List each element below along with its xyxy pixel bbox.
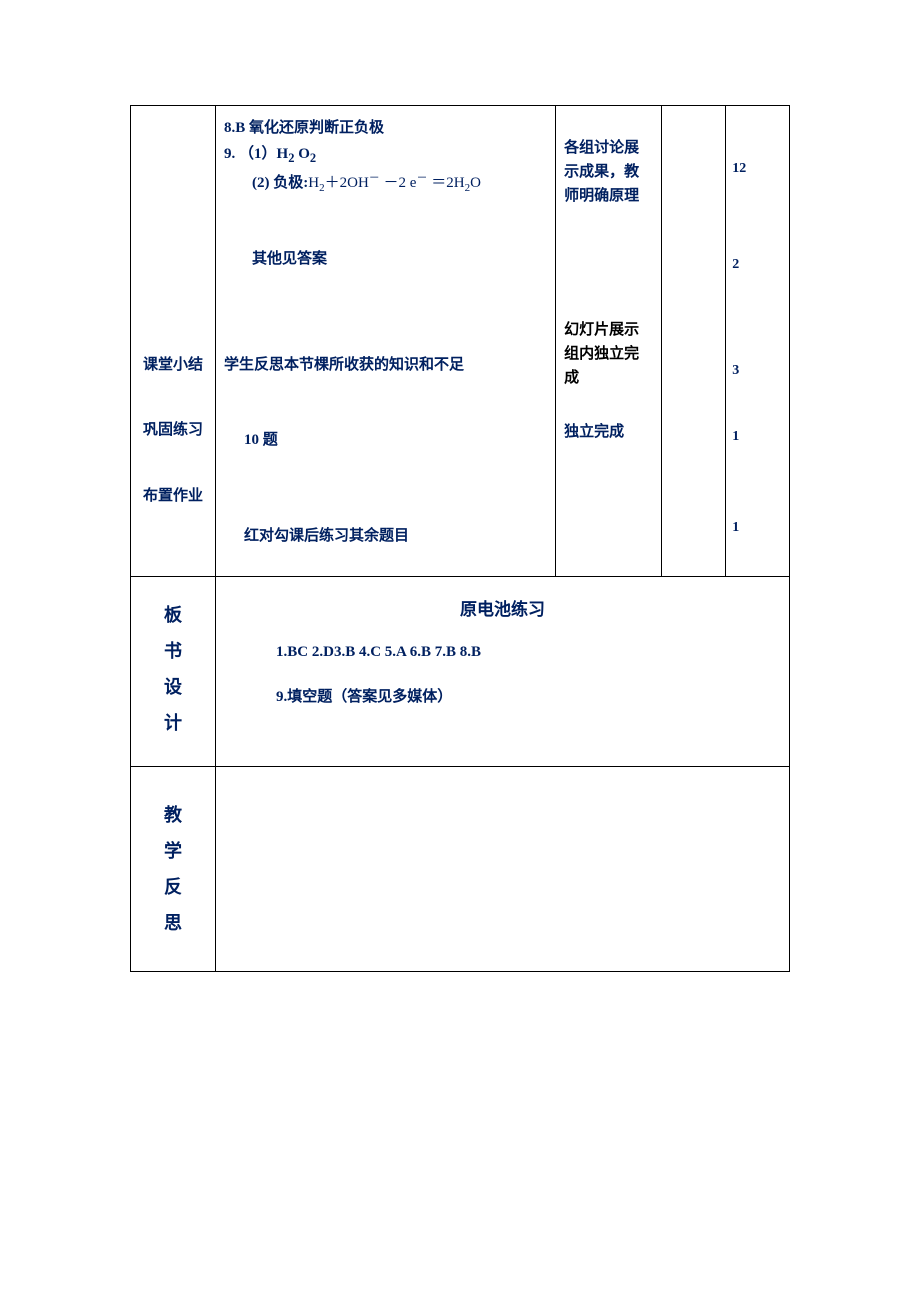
answer-9-1: 9. （1）H2 O2	[224, 142, 547, 169]
time-2: 2	[732, 257, 783, 273]
reflect-content-cell	[216, 767, 790, 972]
table-row: 课堂小结 巩固练习 布置作业 8.B 氧化还原判断正负极 9. （1）H2 O2…	[131, 106, 790, 577]
ten-questions: 10 题	[224, 428, 547, 454]
board-label: 板书设计	[131, 597, 215, 741]
table-row: 板书设计 原电池练习 1.BC 2.D3.B 4.C 5.A 6.B 7.B 8…	[131, 577, 790, 767]
student-reflect: 学生反思本节棵所收获的知识和不足	[224, 353, 547, 379]
reflect-label: 教学反思	[131, 797, 215, 941]
method-ingroup: 组内独立完成	[564, 342, 653, 390]
other-answers: 其他见答案	[224, 247, 547, 273]
section-labels-cell: 课堂小结 巩固练习 布置作业	[131, 106, 216, 577]
lesson-plan-table: 课堂小结 巩固练习 布置作业 8.B 氧化还原判断正负极 9. （1）H2 O2…	[130, 105, 790, 972]
time-12: 12	[732, 161, 783, 177]
method-alone: 独立完成	[564, 420, 653, 444]
answer-8b: 8.B 氧化还原判断正负极	[224, 116, 547, 142]
time-cell: 12 2 3 1 1	[726, 106, 790, 577]
lesson-plan-page: 课堂小结 巩固练习 布置作业 8.B 氧化还原判断正负极 9. （1）H2 O2…	[130, 105, 790, 972]
time-3: 3	[732, 363, 783, 379]
homework-text: 红对勾课后练习其余题目	[224, 524, 547, 550]
label-homework: 布置作业	[135, 486, 211, 507]
content-cell: 8.B 氧化还原判断正负极 9. （1）H2 O2 (2) 负极:H2＋2OH－…	[216, 106, 556, 577]
board-title: 原电池练习	[236, 595, 769, 620]
blank-cell	[662, 106, 726, 577]
board-answers: 1.BC 2.D3.B 4.C 5.A 6.B 7.B 8.B	[236, 644, 769, 661]
board-content-cell: 原电池练习 1.BC 2.D3.B 4.C 5.A 6.B 7.B 8.B 9.…	[216, 577, 790, 767]
reflect-label-cell: 教学反思	[131, 767, 216, 972]
time-1a: 1	[732, 429, 783, 445]
method-ppt: 幻灯片展示	[564, 318, 653, 342]
label-practice: 巩固练习	[135, 420, 211, 441]
method-discuss: 各组讨论展示成果，教师明确原理	[564, 136, 653, 208]
table-row: 教学反思	[131, 767, 790, 972]
label-summary: 课堂小结	[135, 355, 211, 376]
time-1b: 1	[732, 520, 783, 536]
board-label-cell: 板书设计	[131, 577, 216, 767]
board-fill: 9.填空题（答案见多媒体）	[236, 685, 769, 706]
method-cell: 各组讨论展示成果，教师明确原理 幻灯片展示 组内独立完成 独立完成	[556, 106, 662, 577]
answer-9-2-equation: (2) 负极:H2＋2OH－ －2 e－ ＝2H2O	[224, 169, 547, 198]
